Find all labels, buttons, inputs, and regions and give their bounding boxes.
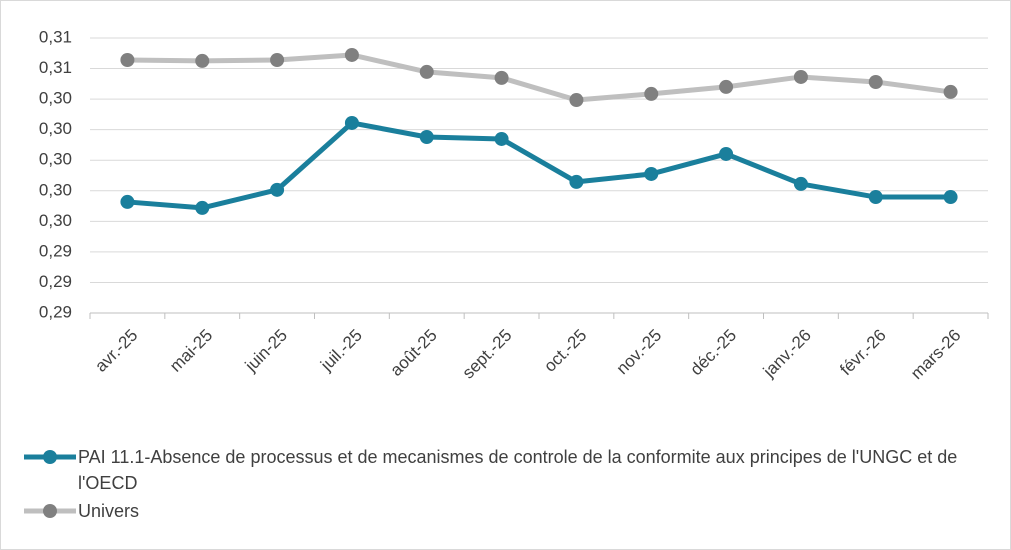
data-point bbox=[195, 53, 210, 68]
y-tick-label: 0,30 bbox=[39, 119, 72, 138]
y-tick-label: 0,30 bbox=[39, 150, 72, 169]
x-tick-label: févr.-26 bbox=[836, 326, 890, 380]
series-line bbox=[127, 52, 951, 103]
y-tick-label: 0,29 bbox=[39, 272, 72, 291]
data-point bbox=[419, 130, 434, 144]
legend: PAI 11.1-Absence de processus et de meca… bbox=[22, 444, 992, 526]
data-point bbox=[494, 131, 509, 146]
data-point bbox=[868, 190, 883, 205]
legend-marker bbox=[24, 504, 76, 518]
chart: 0,29 0,29 0,29 0,30 0,30 0,30 0,30 0,30 0,31 0,31… bbox=[39, 27, 989, 384]
legend-item: PAI 11.1-Absence de processus et de meca… bbox=[22, 444, 992, 496]
legend-label: Univers bbox=[78, 501, 140, 521]
x-tick-label: avr.-25 bbox=[91, 326, 141, 376]
x-tick-label: sept.-25 bbox=[459, 326, 516, 383]
y-tick-label: 0,29 bbox=[39, 241, 72, 260]
legend-marker bbox=[24, 450, 76, 464]
data-point bbox=[494, 70, 509, 85]
y-tick-label: 0,30 bbox=[39, 211, 72, 230]
x-tick-label: juil.-25 bbox=[316, 326, 366, 376]
data-point bbox=[195, 200, 210, 215]
series-line bbox=[127, 120, 951, 211]
y-tick-label: 0,29 bbox=[39, 302, 72, 321]
data-point bbox=[719, 146, 734, 161]
legend-dot bbox=[43, 450, 57, 464]
data-point bbox=[270, 182, 285, 197]
data-point bbox=[793, 176, 808, 191]
x-tick-label: janv.-26 bbox=[759, 326, 815, 382]
data-point bbox=[120, 53, 135, 67]
x-tick-label: nov.-25 bbox=[613, 326, 666, 379]
data-point bbox=[344, 47, 359, 62]
data-point bbox=[120, 194, 135, 209]
data-point bbox=[644, 166, 659, 181]
x-tick-label: août-25 bbox=[387, 326, 441, 380]
data-point bbox=[344, 115, 359, 130]
y-tick-label: 0,30 bbox=[39, 89, 72, 108]
legend-dot bbox=[43, 504, 57, 518]
data-point bbox=[270, 53, 285, 67]
x-tick-label: mars-26 bbox=[907, 326, 965, 384]
data-point bbox=[868, 75, 883, 89]
x-tick-label: déc.-25 bbox=[687, 326, 741, 380]
data-point bbox=[943, 84, 958, 99]
data-point bbox=[569, 174, 584, 189]
x-tick-label: juin-25 bbox=[241, 326, 291, 376]
data-point bbox=[419, 64, 434, 79]
x-tick-label: oct.-25 bbox=[540, 326, 590, 376]
legend-item: Univers bbox=[22, 498, 992, 524]
data-point bbox=[793, 69, 808, 84]
data-point bbox=[943, 190, 958, 205]
data-point bbox=[644, 86, 659, 101]
x-tick-label: mai-25 bbox=[166, 326, 216, 376]
data-point bbox=[719, 79, 734, 94]
y-tick-label: 0,30 bbox=[39, 180, 72, 199]
data-point bbox=[569, 93, 584, 108]
legend-label: PAI 11.1-Absence de processus et de meca… bbox=[78, 447, 958, 493]
y-tick-label: 0,31 bbox=[39, 27, 72, 46]
y-tick-label: 0,31 bbox=[39, 58, 72, 77]
